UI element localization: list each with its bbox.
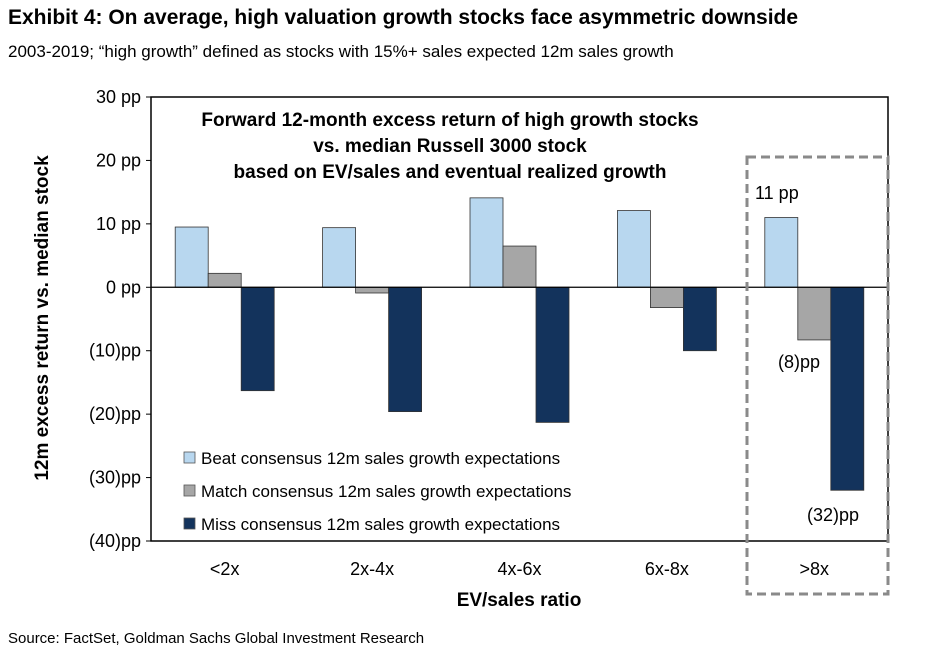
bar-series-2-cat-2 [535,286,570,423]
y-tick-label: (40)pp [89,531,141,551]
y-tick-label: 0 pp [106,277,141,297]
x-axis: <2x 2x-4x 4x-6x 6x-8x >8x [210,559,829,579]
x-tick-label: <2x [210,559,240,579]
annotation-miss-above-8x: (32)pp [807,505,859,525]
exhibit-title: Exhibit 4: On average, high valuation gr… [8,6,799,29]
bar-series-1-cat-2 [502,245,537,288]
exhibit-subtitle: 2003-2019; “high growth” defined as stoc… [8,42,674,61]
legend-swatch-match [183,484,196,497]
x-axis-title: EV/sales ratio [457,590,582,611]
bar-series-1-cat-3 [650,286,684,308]
legend: Beat consensus 12m sales growth expectat… [183,449,571,534]
bar-series-1-cat-4 [797,286,832,341]
bar-series-2-cat-1 [388,286,423,413]
legend-label-miss: Miss consensus 12m sales growth expectat… [201,515,560,534]
bar-series-0-cat-1 [322,227,357,288]
legend-label-match: Match consensus 12m sales growth expecta… [201,482,571,501]
chart-inner-title-line-1: Forward 12-month excess return of high g… [201,110,698,131]
legend-label-beat: Beat consensus 12m sales growth expectat… [201,449,560,468]
annotation-match-above-8x: (8)pp [778,352,820,372]
x-tick-label: 6x-8x [645,559,689,579]
annotation-beat-above-8x: 11 pp [755,183,799,203]
bar-series-2-cat-4 [830,286,865,491]
source-note: Source: FactSet, Goldman Sachs Global In… [8,630,425,647]
y-axis-title: 12m excess return vs. median stock [32,155,53,481]
x-tick-label: 4x-6x [497,559,541,579]
y-tick-label: 10 pp [96,214,141,234]
legend-swatch-beat [183,451,196,464]
x-tick-label: >8x [800,559,830,579]
chart-inner-title-line-3: based on EV/sales and eventual realized … [234,162,667,183]
highlight-box-above-8x [745,155,890,596]
bar-series-0-cat-2 [469,197,504,288]
y-tick-label: (10)pp [89,341,141,361]
bars-group [174,197,865,491]
y-tick-label: (20)pp [89,404,141,424]
y-tick-label: 20 pp [96,150,141,170]
bar-series-0-cat-4 [764,217,799,288]
x-tick-label: 2x-4x [350,559,394,579]
bar-series-0-cat-0 [174,226,209,288]
bar-series-1-cat-0 [207,272,242,288]
chart-inner-title-line-2: vs. median Russell 3000 stock [313,136,587,157]
y-axis: 30 pp 20 pp 10 pp 0 pp (10)pp (20)pp (30)pp (40… [89,87,151,551]
bar-series-0-cat-3 [617,210,651,288]
bar-series-1-cat-1 [355,286,390,294]
bar-series-2-cat-0 [240,286,275,392]
y-tick-label: (30)pp [89,468,141,488]
bar-series-2-cat-3 [683,286,717,352]
legend-swatch-miss [183,517,196,530]
y-tick-label: 30 pp [96,87,141,107]
